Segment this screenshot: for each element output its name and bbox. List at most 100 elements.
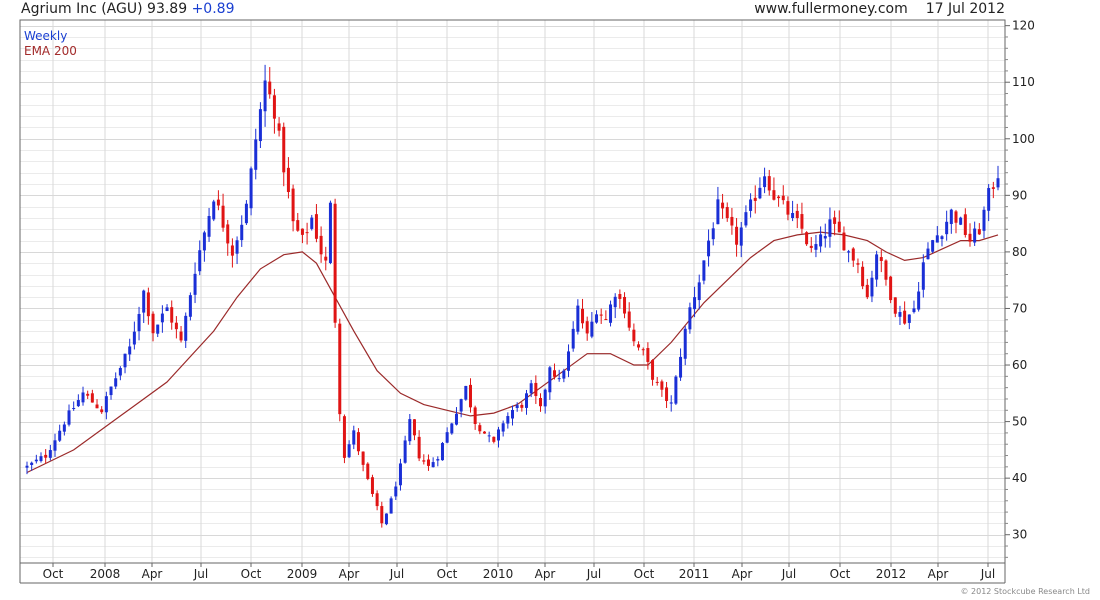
candle [856, 258, 860, 274]
candle [604, 310, 608, 321]
candle-body [319, 235, 323, 255]
candle-body [721, 202, 725, 209]
candle-body [165, 307, 169, 312]
candle-body [973, 228, 977, 243]
candle [492, 436, 496, 444]
candle [72, 401, 76, 411]
candle-body [641, 349, 645, 351]
candle [674, 375, 678, 406]
candle [104, 391, 108, 420]
source-info: www.fullermoney.com 17 Jul 2012 [754, 1, 1005, 17]
candle-body [478, 425, 482, 432]
candle-body [184, 315, 188, 341]
candle-body [693, 297, 697, 310]
candle-body [300, 228, 304, 235]
candle-body [735, 226, 739, 245]
candle-body [604, 319, 608, 321]
candle-body [431, 462, 435, 468]
candle-body [562, 370, 566, 379]
candle-body [39, 456, 43, 462]
candle [651, 359, 655, 386]
candle [128, 338, 132, 361]
candle [230, 238, 234, 268]
candle [58, 424, 62, 442]
candle-body [338, 323, 342, 415]
candle [370, 474, 374, 497]
candle-body [156, 324, 160, 334]
candle [202, 230, 206, 262]
candle-body [557, 378, 561, 380]
candle-body [174, 322, 178, 330]
candle [861, 261, 865, 290]
candle [739, 221, 743, 258]
candle-body [310, 217, 314, 229]
candle-body [216, 199, 220, 206]
candle [968, 223, 972, 247]
candle [319, 226, 323, 263]
candle [95, 399, 99, 409]
candle [576, 299, 580, 335]
candle [730, 207, 734, 235]
candle [440, 441, 444, 461]
candle [557, 369, 561, 382]
candle [907, 314, 911, 330]
candle [356, 428, 360, 456]
candle-body [48, 450, 52, 458]
candle-body [244, 203, 248, 224]
candle [884, 259, 888, 286]
axes: Oct 2008 Apr Jul Oct 2009 Apr Jul Oct 2010 Apr Jul O… [19, 19, 1035, 584]
ema-line [26, 231, 999, 474]
candle-body [805, 232, 809, 245]
candle [632, 323, 636, 347]
candle-body [170, 307, 174, 323]
candle [669, 395, 673, 412]
candle-body [291, 188, 295, 222]
candle-body [632, 329, 636, 342]
candle-body [408, 419, 412, 442]
candle [412, 419, 416, 441]
y-tick-label: 60 [1012, 358, 1027, 372]
candle [660, 379, 664, 397]
candle-body [660, 381, 664, 390]
candle [767, 169, 771, 196]
candle-body [772, 190, 776, 200]
candle [146, 287, 150, 325]
candle [912, 300, 916, 314]
candle [258, 102, 262, 149]
candle [795, 203, 799, 229]
candle-body [417, 436, 421, 459]
candle [777, 195, 781, 207]
x-tick-label: Oct [43, 567, 64, 581]
candle [711, 222, 715, 246]
candle-body [613, 296, 617, 308]
candle-body [954, 211, 958, 223]
candle-body [861, 266, 865, 287]
candle [697, 274, 701, 310]
chart-header: Agrium Inc (AGU) 93.89 +0.89 www.fullerm… [0, 0, 1100, 20]
candle [170, 300, 174, 330]
candle-body [590, 321, 594, 337]
candle-body [884, 260, 888, 280]
candle-body [501, 423, 505, 432]
candle [366, 462, 370, 481]
candle [118, 366, 122, 381]
candle-body [212, 201, 216, 220]
candle [590, 311, 594, 339]
candle [244, 200, 248, 226]
candle [100, 406, 104, 414]
candle-body [529, 383, 533, 394]
candle-body [146, 292, 150, 317]
candle [735, 218, 739, 257]
candle [791, 200, 795, 222]
candle [459, 398, 463, 418]
candle [945, 210, 949, 241]
candle [478, 422, 482, 435]
x-tick-label: Oct [634, 567, 655, 581]
candle [184, 312, 188, 348]
candle-body [151, 313, 155, 334]
candle [879, 249, 883, 273]
candle [25, 461, 29, 475]
candle-body [123, 353, 127, 368]
candle [408, 414, 412, 445]
candle [515, 402, 519, 412]
